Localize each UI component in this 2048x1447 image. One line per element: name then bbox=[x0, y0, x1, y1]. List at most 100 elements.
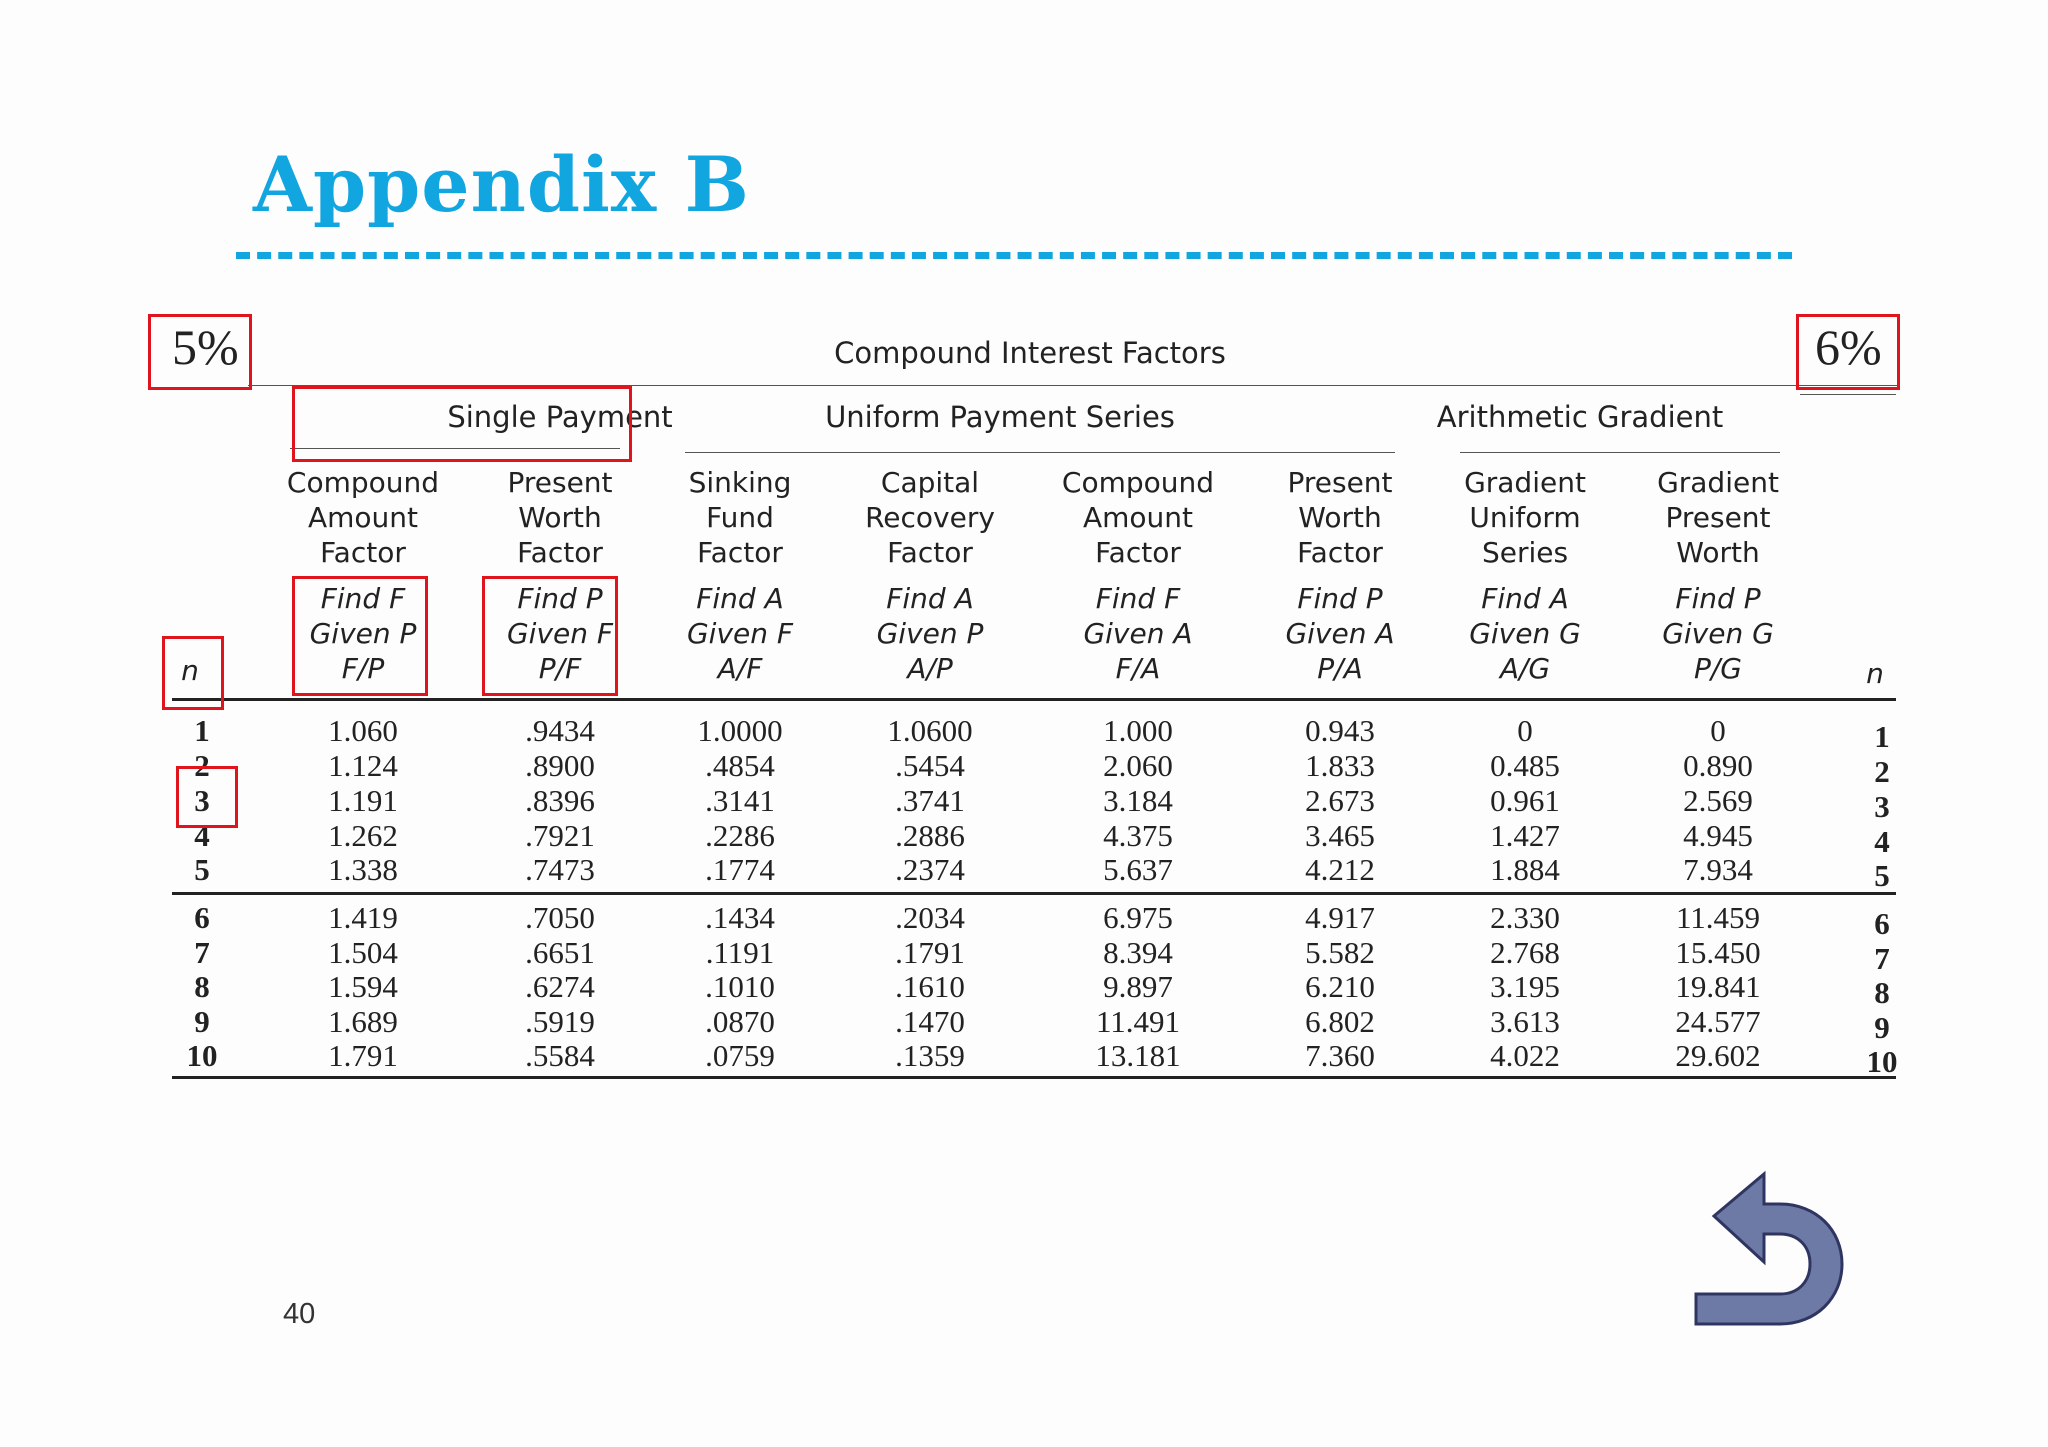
header-rule bbox=[1800, 394, 1896, 395]
column-name-line: Amount bbox=[1082, 501, 1194, 534]
table-cell: 7.360 bbox=[1305, 1038, 1375, 1073]
row-index-left: 3 bbox=[194, 783, 210, 818]
n-highlight-box bbox=[162, 636, 224, 710]
pf-column-highlight-box bbox=[482, 576, 618, 696]
column-given-line: Given P bbox=[876, 617, 984, 650]
column-name-line: Worth bbox=[518, 501, 602, 534]
table-cell: .4854 bbox=[705, 748, 775, 783]
page-number: 40 bbox=[283, 1298, 316, 1330]
table-cell: .1470 bbox=[895, 1004, 965, 1039]
column-name-line: Uniform bbox=[1469, 501, 1581, 534]
table-cell: 8.394 bbox=[1103, 935, 1173, 970]
table-cell: 1.427 bbox=[1490, 818, 1560, 853]
column-find-line: Find F bbox=[1095, 582, 1181, 615]
table-cell: .5454 bbox=[895, 748, 965, 783]
table-cell: .1774 bbox=[705, 852, 775, 887]
group-heading: Single Payment bbox=[447, 400, 673, 434]
table-cell: 0.961 bbox=[1490, 783, 1560, 818]
rate-highlight-box bbox=[148, 314, 252, 390]
group-heading: Uniform Payment Series bbox=[825, 400, 1175, 434]
n-label-right: n bbox=[1866, 657, 1884, 690]
table-cell: .9434 bbox=[525, 713, 595, 748]
column-name-line: Gradient bbox=[1464, 466, 1586, 499]
rate-left-label: 5% bbox=[172, 319, 239, 375]
column-given-line: Given F bbox=[506, 617, 614, 650]
row-index-right: 8 bbox=[1874, 975, 1890, 1010]
column-find-line: Find P bbox=[517, 582, 603, 615]
column-name-line: Worth bbox=[1298, 501, 1382, 534]
column-name-line: Factor bbox=[320, 536, 406, 569]
table-cell: 5.582 bbox=[1305, 935, 1375, 970]
column-find-line: Find F bbox=[320, 582, 406, 615]
table-cell: 1.884 bbox=[1490, 852, 1560, 887]
column-name-line: Present bbox=[507, 466, 613, 499]
table-cell: 1.000 bbox=[1103, 713, 1173, 748]
column-name-line: Factor bbox=[1095, 536, 1181, 569]
column-name-line: Present bbox=[1665, 501, 1771, 534]
table-cell: 0.943 bbox=[1305, 713, 1375, 748]
column-symbol: P/A bbox=[1317, 652, 1363, 685]
table-cell: .3141 bbox=[705, 783, 775, 818]
row-index-left: 2 bbox=[194, 748, 210, 783]
table-cell: 1.124 bbox=[328, 748, 398, 783]
table-cell: 11.491 bbox=[1095, 1004, 1181, 1039]
column-name-line: Series bbox=[1481, 536, 1569, 569]
table-cell: 2.060 bbox=[1103, 748, 1173, 783]
table-cell: .8396 bbox=[525, 783, 595, 818]
column-name-line: Present bbox=[1287, 466, 1393, 499]
table-cell: 1.0000 bbox=[697, 713, 783, 748]
column-given-line: Given F bbox=[686, 617, 794, 650]
table-cell: .1010 bbox=[705, 969, 775, 1004]
column-symbol: P/F bbox=[538, 652, 582, 685]
row-index-right: 2 bbox=[1874, 754, 1890, 789]
table-cell: 2.768 bbox=[1490, 935, 1560, 970]
column-symbol: A/P bbox=[907, 652, 953, 685]
table-cell: 13.181 bbox=[1095, 1038, 1181, 1073]
table-cell: .0870 bbox=[705, 1004, 775, 1039]
column-name-line: Sinking bbox=[688, 466, 792, 499]
row-index-right: 3 bbox=[1874, 789, 1890, 824]
table-cell: 7.934 bbox=[1683, 852, 1753, 887]
row-index-left: 5 bbox=[194, 852, 210, 887]
table-cell: 0 bbox=[1517, 713, 1533, 748]
column-name-line: Compound bbox=[286, 466, 440, 499]
column-given-line: Given A bbox=[1285, 617, 1395, 650]
return-arrow-icon bbox=[1694, 1170, 1844, 1326]
group-rule bbox=[685, 452, 1395, 453]
back-button[interactable] bbox=[1690, 1170, 1860, 1330]
table-cell: .6651 bbox=[525, 935, 595, 970]
table-cell: .1791 bbox=[895, 935, 965, 970]
row-3-highlight-box bbox=[176, 766, 238, 828]
table-cell: .3741 bbox=[895, 783, 965, 818]
column-name-line: Factor bbox=[517, 536, 603, 569]
column-symbol: A/F bbox=[717, 652, 763, 685]
table-cell: .8900 bbox=[525, 748, 595, 783]
table-cell: 4.375 bbox=[1103, 818, 1173, 853]
group-rule bbox=[290, 448, 620, 449]
table-cell: 5.637 bbox=[1103, 852, 1173, 887]
table-cell: 1.419 bbox=[328, 900, 398, 935]
table-cell: 6.210 bbox=[1305, 969, 1375, 1004]
row-index-left: 1 bbox=[194, 713, 210, 748]
table-cell: 11.459 bbox=[1675, 900, 1761, 935]
table-cell: 6.802 bbox=[1305, 1004, 1375, 1039]
table-cell: 4.212 bbox=[1305, 852, 1375, 887]
column-given-line: Given P bbox=[309, 617, 417, 650]
table-cell: .6274 bbox=[525, 969, 595, 1004]
slide-title: Appendix B bbox=[253, 140, 750, 229]
table-cell: 4.917 bbox=[1305, 900, 1375, 935]
row-index-right: 7 bbox=[1874, 941, 1890, 976]
table-cell: 1.689 bbox=[328, 1004, 398, 1039]
column-find-line: Find A bbox=[1481, 582, 1569, 615]
n-label-left: n bbox=[181, 654, 199, 687]
table-cell: 9.897 bbox=[1103, 969, 1173, 1004]
table-cell: .1191 bbox=[705, 935, 775, 970]
table-cell: 0 bbox=[1710, 713, 1726, 748]
column-name-line: Capital bbox=[880, 466, 980, 499]
table-cell: 24.577 bbox=[1675, 1004, 1761, 1039]
column-find-line: Find A bbox=[886, 582, 974, 615]
table-cell: .1434 bbox=[705, 900, 775, 935]
column-name-line: Fund bbox=[706, 501, 774, 534]
table-bottom-rule bbox=[172, 1076, 1896, 1079]
row-index-right: 1 bbox=[1874, 719, 1890, 754]
